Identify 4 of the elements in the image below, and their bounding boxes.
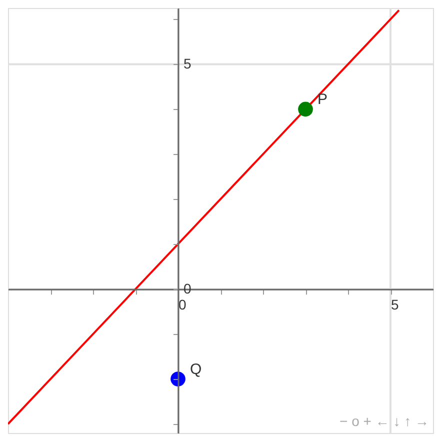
series-label: Q: [190, 361, 202, 378]
line-series: [8, 9, 400, 426]
series-label: P: [318, 91, 328, 108]
annotation: − o + ← ↓ ↑ →: [340, 413, 429, 429]
